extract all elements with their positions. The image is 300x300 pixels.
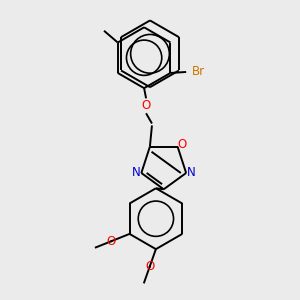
- Text: O: O: [107, 235, 116, 248]
- Text: N: N: [132, 167, 141, 179]
- Text: O: O: [145, 260, 154, 273]
- Text: O: O: [141, 99, 151, 112]
- Text: O: O: [177, 138, 187, 151]
- Text: N: N: [187, 167, 195, 179]
- Text: Br: Br: [192, 65, 205, 79]
